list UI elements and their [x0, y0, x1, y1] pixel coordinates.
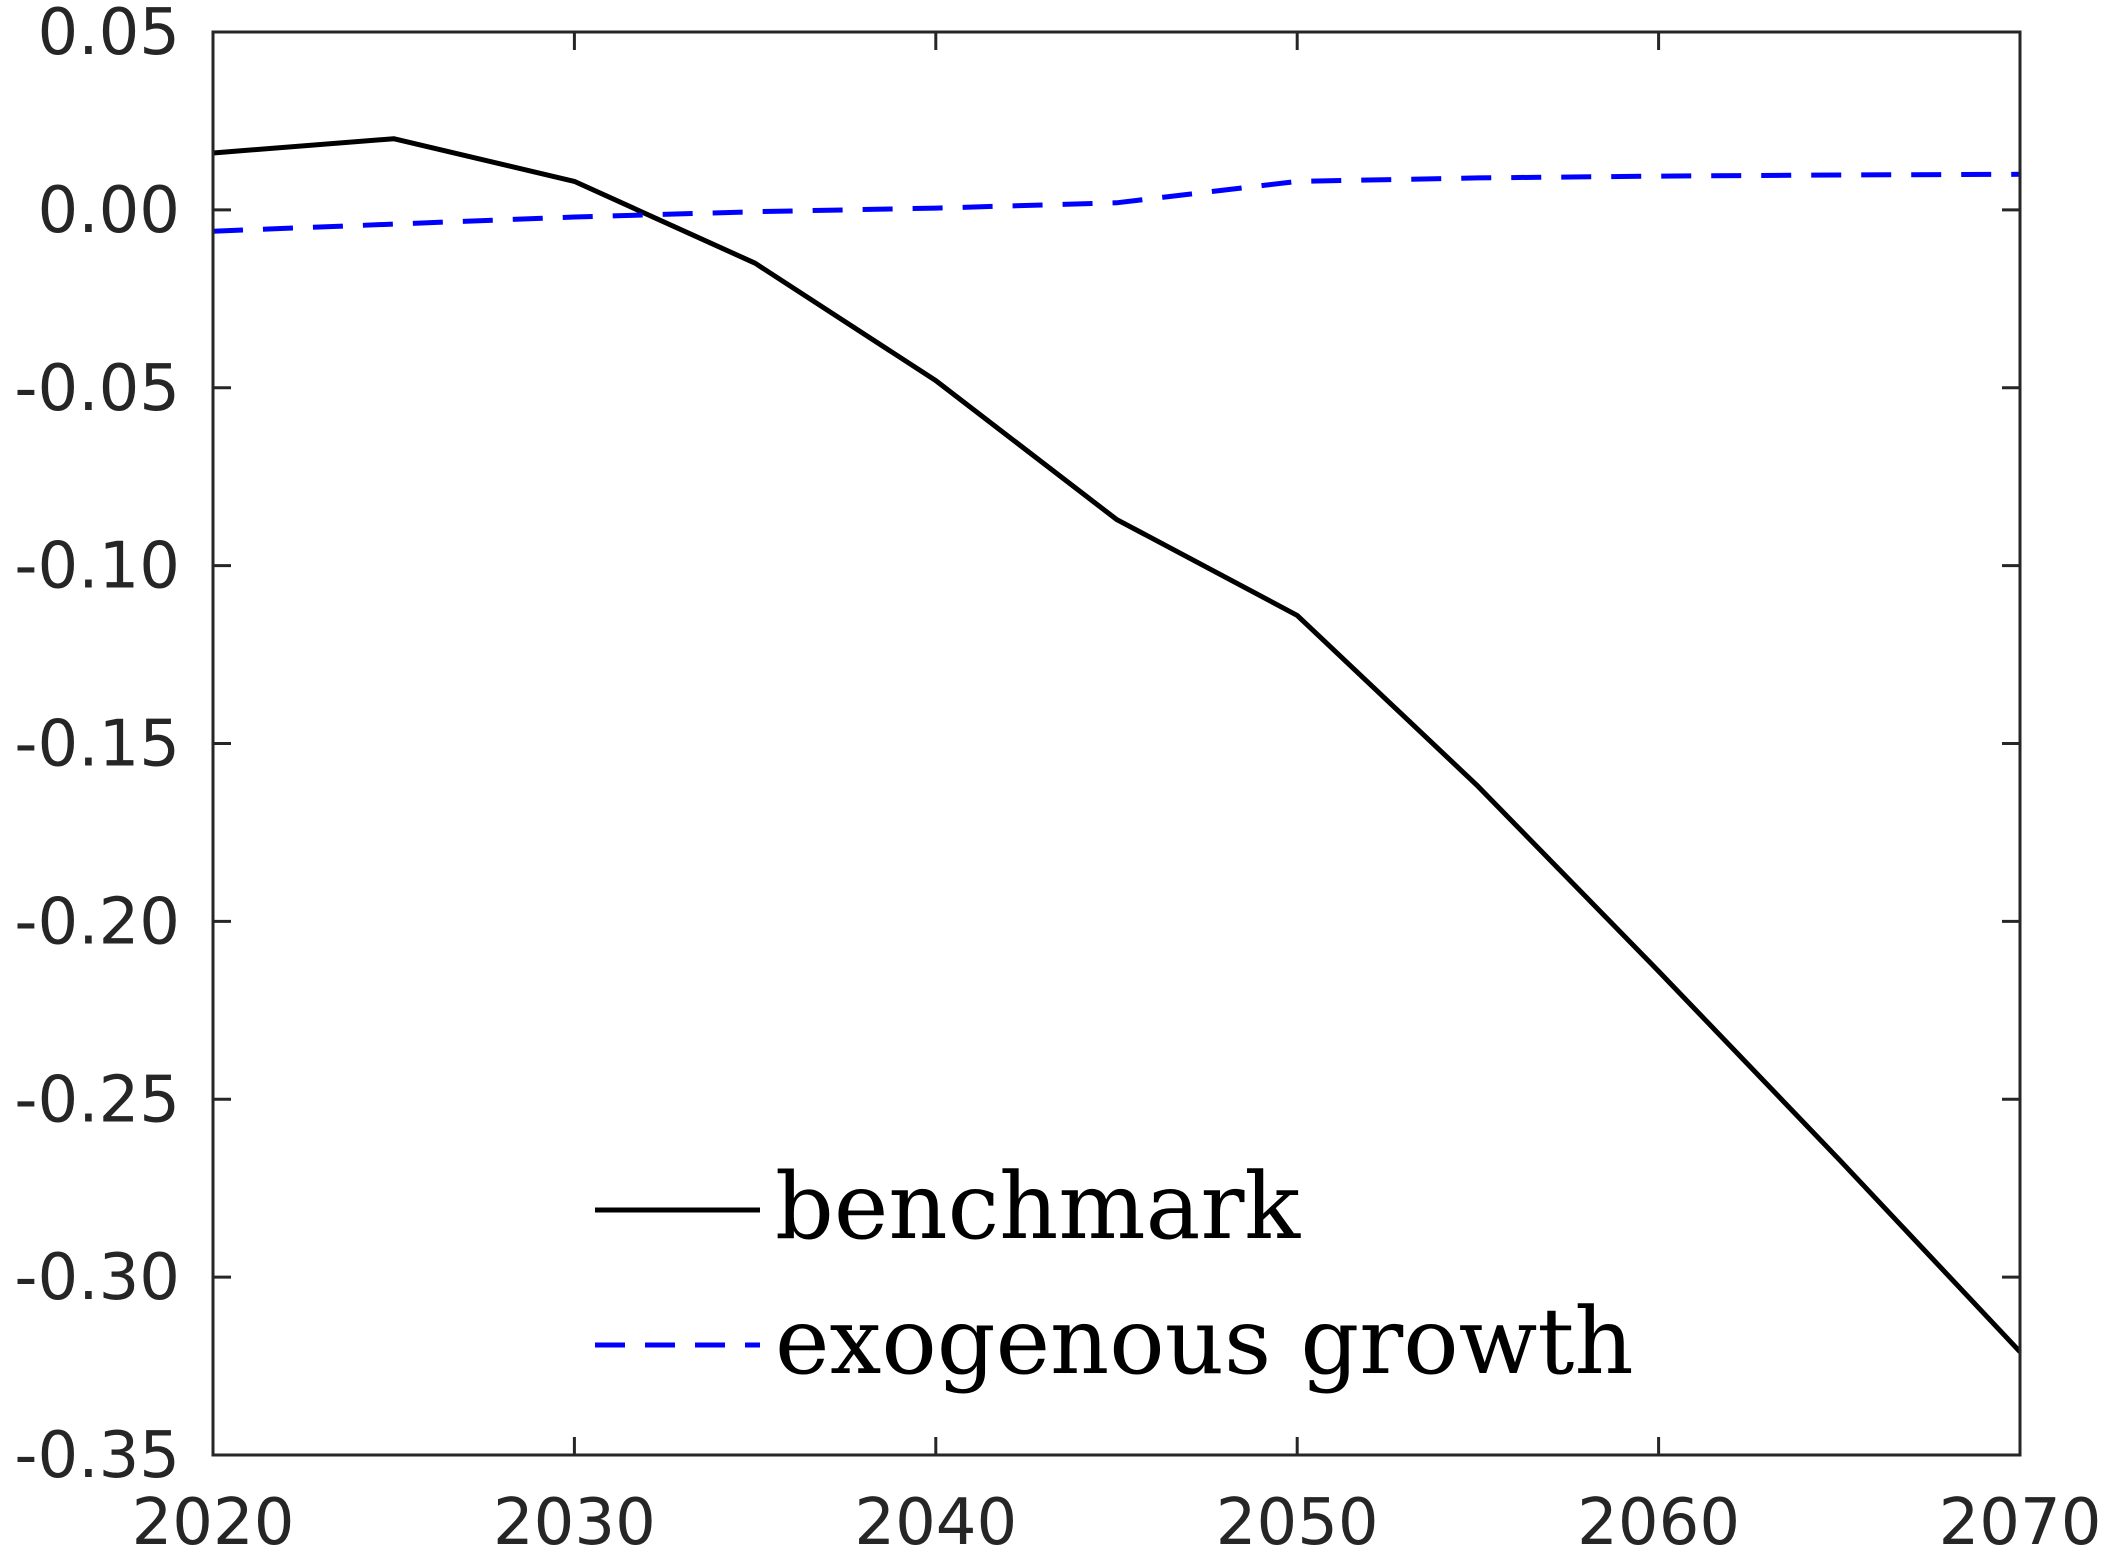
- x-tick-label: 2060: [1577, 1486, 1740, 1554]
- plot-area: 2020 2030 2040 2050 2060 2070 0.05 0.00 -0.05 -0…: [14, 0, 2101, 1554]
- y-tick-label: -0.30: [14, 1241, 180, 1315]
- y-tick-label: -0.25: [14, 1063, 180, 1137]
- y-tick-label: -0.20: [14, 885, 180, 959]
- y-axis: 0.05 0.00 -0.05 -0.10 -0.15 -0.20 -0.25 -0.30 -0…: [14, 0, 2020, 1493]
- legend-label-2: exogenous growth: [775, 1288, 1634, 1395]
- series-layer: [212, 136, 2022, 1354]
- x-axis: 2020 2030 2040 2050 2060 2070: [132, 32, 2102, 1554]
- legend-label-1: benchmark: [775, 1153, 1301, 1260]
- x-tick-label: 2040: [854, 1486, 1017, 1554]
- y-tick-label: 0.05: [38, 0, 181, 70]
- series-line-1: [212, 136, 2022, 1354]
- y-tick-label: -0.05: [14, 352, 180, 426]
- legend: benchmark exogenous growth: [595, 1153, 1634, 1395]
- x-tick-label: 2020: [132, 1486, 295, 1554]
- series-line-2: [212, 171, 2021, 234]
- x-tick-label: 2030: [493, 1486, 656, 1554]
- y-tick-label: -0.10: [14, 530, 180, 604]
- y-tick-label: -0.35: [14, 1419, 180, 1493]
- x-tick-label: 2070: [1939, 1486, 2102, 1554]
- y-tick-label: -0.15: [14, 708, 180, 782]
- x-tick-label: 2050: [1216, 1486, 1379, 1554]
- y-tick-label: 0.00: [38, 174, 181, 248]
